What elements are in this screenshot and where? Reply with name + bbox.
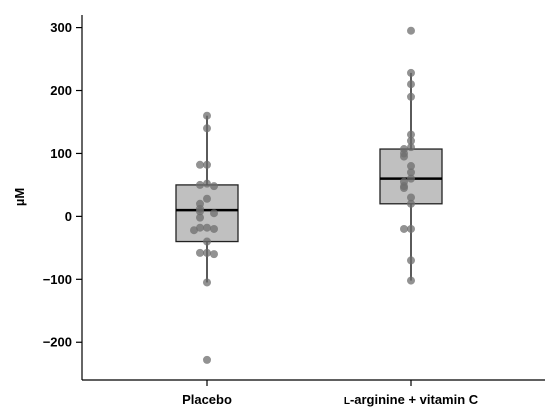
y-tick-label: 300: [50, 20, 72, 35]
y-tick-label: −200: [43, 335, 72, 350]
data-point: [407, 168, 415, 177]
data-point: [196, 160, 204, 169]
data-point: [210, 182, 218, 191]
box: [175, 184, 239, 243]
data-point: [203, 223, 211, 232]
data-point: [210, 224, 218, 233]
data-point: [196, 213, 204, 222]
data-point: [407, 136, 415, 145]
x-tick-label: L-arginine + vitamin C: [344, 392, 479, 407]
data-point: [196, 223, 204, 232]
x-tick-label: Placebo: [182, 392, 232, 407]
data-point: [407, 80, 415, 89]
data-point: [407, 130, 415, 139]
data-point: [407, 276, 415, 285]
axis-labels: 300 200 100 0 −100 −200 Placebo L-arginine + vi…: [12, 20, 479, 407]
y-tick-label: 0: [65, 209, 72, 224]
axes: [76, 15, 545, 386]
data-point: [203, 248, 211, 257]
data-point: [203, 278, 211, 287]
data-point: [407, 26, 415, 35]
data-point: [407, 143, 415, 152]
data-point: [400, 152, 408, 161]
data-point: [196, 248, 204, 257]
y-axis-title: µM: [12, 188, 27, 206]
y-tick-label: 200: [50, 83, 72, 98]
data-point: [407, 224, 415, 233]
data-point: [203, 160, 211, 169]
data-point: [407, 174, 415, 183]
data-point: [407, 193, 415, 202]
data-point: [407, 256, 415, 265]
y-tick-label: −100: [43, 272, 72, 287]
data-point: [203, 237, 211, 246]
data-point: [407, 92, 415, 101]
data-point: [210, 250, 218, 259]
data-point: [196, 180, 204, 189]
boxes: [175, 72, 443, 283]
data-point: [400, 224, 408, 233]
data-point: [190, 226, 198, 235]
data-point: [203, 194, 211, 203]
data-point: [407, 68, 415, 77]
data-point: [407, 199, 415, 208]
data-point: [203, 124, 211, 133]
data-point: [203, 179, 211, 188]
data-point: [210, 209, 218, 218]
data-points: [190, 26, 415, 364]
data-point: [400, 184, 408, 193]
data-point: [203, 111, 211, 120]
y-tick-label: 100: [50, 146, 72, 161]
data-point: [407, 162, 415, 171]
data-point: [196, 207, 204, 216]
data-point: [203, 355, 211, 364]
